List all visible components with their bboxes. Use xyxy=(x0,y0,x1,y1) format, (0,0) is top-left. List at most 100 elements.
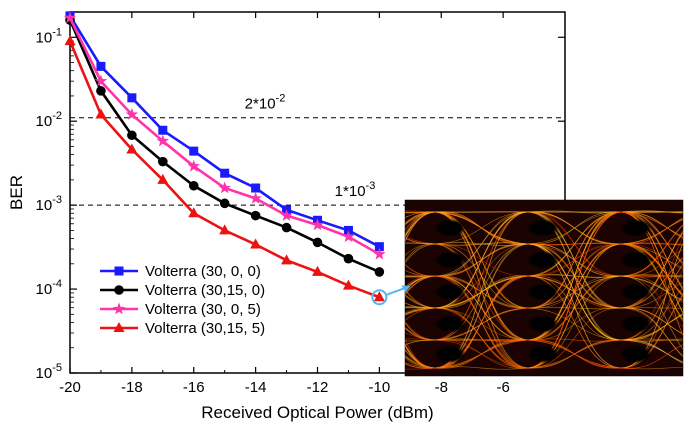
x-axis-label: Received Optical Power (dBm) xyxy=(201,403,433,422)
series-3 xyxy=(63,11,386,260)
data-point xyxy=(95,108,107,119)
eye-opening xyxy=(527,315,559,333)
legend-marker xyxy=(113,322,125,332)
data-point xyxy=(156,134,169,147)
x-tick-label: -18 xyxy=(121,379,143,396)
data-point xyxy=(374,242,384,252)
eye-trace xyxy=(405,242,683,341)
eye-trace xyxy=(405,262,683,369)
eye-opening xyxy=(434,345,466,363)
eye-opening xyxy=(620,251,652,269)
eye-opening xyxy=(620,283,652,301)
data-point xyxy=(374,267,385,277)
legend-marker xyxy=(114,285,124,295)
eye-trace xyxy=(405,230,683,369)
eye-trace xyxy=(405,243,683,369)
data-point xyxy=(158,125,168,135)
eye-opening xyxy=(527,251,559,269)
eye-opening xyxy=(620,315,652,333)
data-point xyxy=(342,230,355,243)
data-point xyxy=(157,173,169,184)
eye-opening xyxy=(434,251,466,269)
eye-trace xyxy=(405,307,683,342)
data-point xyxy=(281,254,293,265)
eye-trace xyxy=(405,211,683,369)
data-point xyxy=(249,191,262,204)
data-point xyxy=(251,183,261,193)
eye-trace xyxy=(405,211,683,309)
y-tick-label: 10-2 xyxy=(36,110,62,130)
eye-trace xyxy=(405,232,683,309)
y-tick-label: 10-1 xyxy=(36,26,62,46)
legend-label: Volterra (30, 0, 5) xyxy=(145,301,261,318)
eye-trace xyxy=(405,242,683,301)
highlight-arrow-head xyxy=(401,285,411,293)
eye-trace xyxy=(405,339,683,370)
data-point xyxy=(280,209,293,221)
eye-trace xyxy=(405,211,683,357)
data-point xyxy=(311,218,324,231)
x-tick-label: -12 xyxy=(307,379,329,396)
highlight-circle xyxy=(371,289,388,306)
eye-trace xyxy=(405,210,683,341)
data-point xyxy=(125,108,139,120)
series-line xyxy=(68,17,381,256)
eye-trace xyxy=(405,243,683,370)
data-point xyxy=(312,237,323,248)
eye-trace xyxy=(405,230,683,369)
data-point xyxy=(188,180,199,191)
x-tick-label: -10 xyxy=(369,379,391,396)
legend-label: Volterra (30,15, 0) xyxy=(145,282,265,299)
y-axis-label: BER xyxy=(7,175,26,210)
x-tick-label: -6 xyxy=(496,379,509,396)
data-point xyxy=(220,168,230,178)
data-point xyxy=(250,210,261,221)
x-tick-label: -8 xyxy=(435,379,448,396)
data-point xyxy=(187,159,200,172)
data-point xyxy=(96,61,106,71)
series-1 xyxy=(65,11,384,252)
eye-trace xyxy=(405,242,683,369)
eye-trace xyxy=(405,249,683,341)
eye-trace xyxy=(405,338,683,369)
data-point xyxy=(219,224,231,235)
eye-opening xyxy=(527,345,559,363)
eye-trace xyxy=(405,274,683,369)
x-tick-label: -20 xyxy=(59,379,81,396)
data-point xyxy=(127,130,137,141)
data-point xyxy=(126,143,138,154)
series-4 xyxy=(64,35,385,302)
data-point xyxy=(281,222,292,233)
eye-trace xyxy=(405,211,683,309)
data-point xyxy=(343,253,354,264)
data-point xyxy=(342,279,354,290)
threshold-label: 2*10-2 xyxy=(245,93,286,113)
eye-opening xyxy=(434,219,466,237)
legend: Volterra (30, 0, 0) Volterra (30,15, 0) Vo… xyxy=(100,263,265,337)
eye-diagram-inset xyxy=(405,200,683,376)
eye-opening xyxy=(620,219,652,237)
legend-marker xyxy=(114,266,124,276)
data-point xyxy=(94,74,108,87)
data-point xyxy=(63,11,77,24)
y-tick-label: 10-3 xyxy=(36,194,62,214)
eye-opening xyxy=(620,345,652,363)
eye-trace xyxy=(405,263,683,369)
eye-trace xyxy=(405,217,683,369)
y-tick-label: 10-4 xyxy=(36,278,62,298)
eye-opening xyxy=(527,219,559,237)
data-point xyxy=(127,93,137,103)
data-point xyxy=(189,146,199,156)
eye-opening xyxy=(527,283,559,301)
legend-label: Volterra (30, 0, 0) xyxy=(145,263,261,280)
y-tick-label: 10-5 xyxy=(36,362,62,382)
legend-marker xyxy=(112,302,126,315)
eye-opening xyxy=(434,315,466,333)
data-point xyxy=(158,156,168,167)
threshold-label: 1*10-3 xyxy=(335,180,376,200)
eye-trace xyxy=(405,211,683,296)
x-tick-label: -14 xyxy=(245,379,267,396)
data-point xyxy=(373,247,386,260)
data-point xyxy=(219,198,230,209)
